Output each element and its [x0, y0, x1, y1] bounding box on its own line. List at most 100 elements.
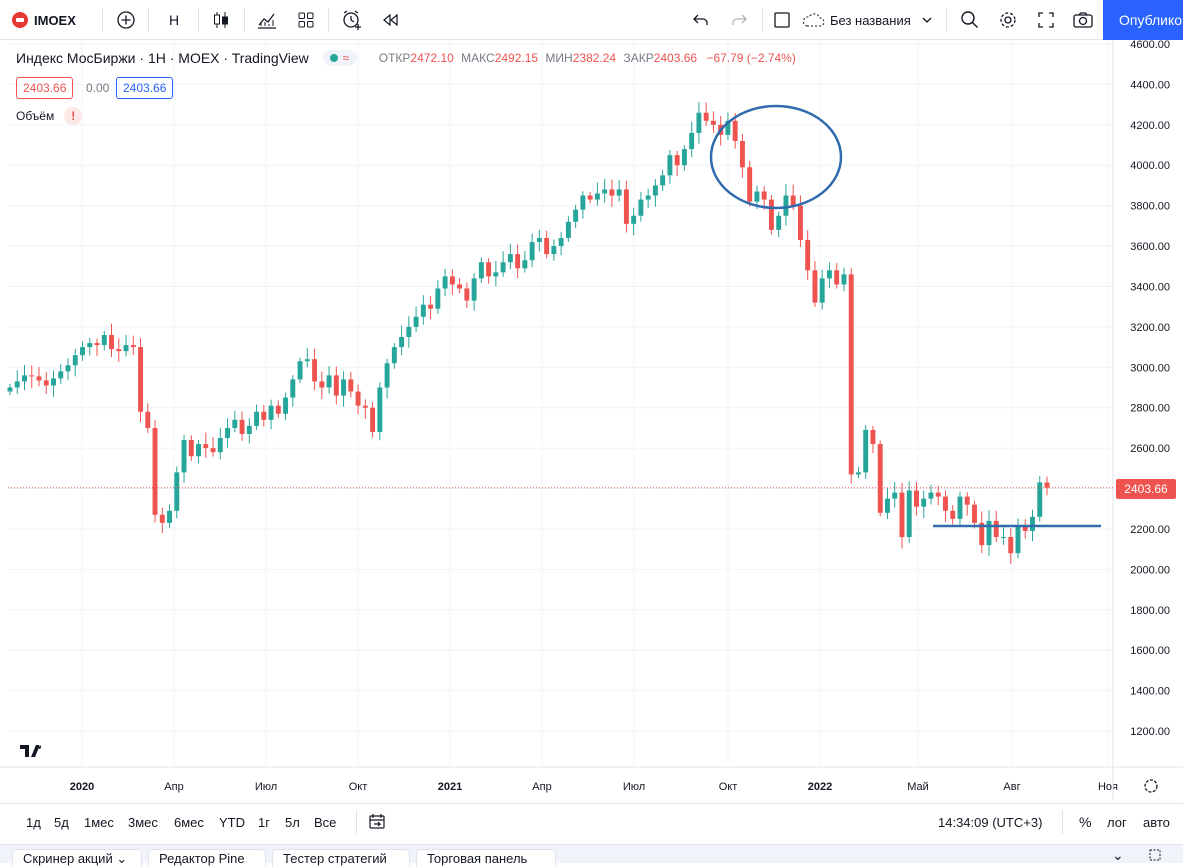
- annotation-ellipse[interactable]: [709, 104, 843, 210]
- candle-body: [972, 504, 977, 523]
- y-tick-label: 1600.00: [1130, 645, 1170, 657]
- range-button-2[interactable]: 1мес: [84, 814, 114, 830]
- redo-icon: [732, 14, 747, 25]
- panel-tab-trading-panel[interactable]: Торговая панель: [416, 849, 556, 867]
- panel-collapse-button[interactable]: ⌄: [1112, 847, 1124, 863]
- indicators-button[interactable]: [252, 0, 282, 40]
- snapshot-button[interactable]: [1068, 0, 1098, 40]
- toolbar-divider: [1062, 810, 1063, 834]
- candle-body: [950, 510, 956, 519]
- y-tick-label: 1200.00: [1130, 726, 1170, 738]
- percent-scale-toggle[interactable]: %: [1079, 804, 1091, 840]
- panel-maximize-button[interactable]: [1148, 847, 1162, 863]
- candle-body: [449, 276, 455, 285]
- range-button-0[interactable]: 1д: [26, 814, 41, 830]
- compare-symbol-button[interactable]: [112, 0, 140, 40]
- candle-body: [486, 262, 492, 277]
- spread-value: 0.00: [86, 77, 109, 99]
- candle-body: [304, 359, 310, 362]
- layout-name-button[interactable]: Без названия: [800, 0, 942, 40]
- square-icon: [774, 12, 790, 28]
- candle-body: [768, 199, 774, 230]
- ask-price-box[interactable]: 2403.66: [116, 77, 174, 99]
- volume-legend[interactable]: Объём !: [16, 107, 83, 125]
- layout-select-button[interactable]: [770, 0, 794, 40]
- candle-body: [507, 254, 513, 263]
- volume-label: Объём: [16, 109, 55, 123]
- fullscreen-icon: [1038, 12, 1054, 28]
- goto-date-button[interactable]: [368, 804, 390, 840]
- tradingview-logo-icon: [20, 745, 41, 757]
- clock-time[interactable]: 14:34:09 (UTC+3): [938, 804, 1042, 840]
- settings-button[interactable]: [994, 0, 1022, 40]
- chart-type-button[interactable]: [206, 0, 236, 40]
- candle-body: [225, 427, 231, 439]
- candle-body: [319, 381, 325, 388]
- range-button-4[interactable]: 6мес: [174, 814, 204, 830]
- log-scale-toggle[interactable]: лог: [1107, 804, 1127, 840]
- candle-body: [558, 237, 564, 247]
- range-button-6[interactable]: 1г: [258, 814, 270, 830]
- range-button-8[interactable]: Все: [314, 814, 337, 830]
- range-button-1[interactable]: 5д: [54, 814, 69, 830]
- candle-body: [529, 242, 535, 261]
- candle-body: [652, 185, 658, 196]
- range-button-3[interactable]: 3мес: [128, 814, 158, 830]
- candle-body: [181, 440, 187, 473]
- toolbar-divider: [102, 8, 103, 32]
- price-chart[interactable]: 4600.00 4400.00 4200.00 4000.00 3800.00 3600.…: [0, 40, 1183, 800]
- y-tick-label: 4400.00: [1130, 79, 1170, 91]
- candle-body: [341, 379, 347, 396]
- candle-body: [819, 278, 825, 303]
- candle-body: [906, 490, 912, 538]
- fullscreen-button[interactable]: [1032, 0, 1060, 40]
- panel-tab-screener[interactable]: Скринер акций ⌄: [12, 849, 142, 867]
- candle-body: [935, 492, 941, 497]
- y-tick-label: 3000.00: [1130, 362, 1170, 374]
- range-button-5[interactable]: YTD: [219, 814, 245, 830]
- candle-body: [275, 405, 281, 414]
- interval-button[interactable]: H: [158, 0, 190, 40]
- axis-settings-gear-icon[interactable]: [1144, 779, 1158, 793]
- candle-body: [1022, 526, 1028, 531]
- replay-button[interactable]: [376, 0, 404, 40]
- tradingview-logo[interactable]: [16, 737, 48, 765]
- panel-tab-strategy-tester[interactable]: Тестер стратегий: [272, 849, 410, 867]
- undo-button[interactable]: [688, 0, 714, 40]
- candle-body: [580, 195, 586, 210]
- warning-icon[interactable]: !: [64, 107, 83, 125]
- percent-label: %: [1079, 814, 1092, 830]
- last-price-text: 2403.66: [1124, 482, 1168, 496]
- symbol-search-button[interactable]: IMOEX: [12, 0, 92, 40]
- candle-body: [159, 514, 165, 523]
- range-button-7[interactable]: 5л: [285, 814, 300, 830]
- legend-title[interactable]: Индекс МосБиржи · 1Н · MOEX · TradingVie…: [16, 50, 309, 66]
- y-tick-label: 3200.00: [1130, 322, 1170, 334]
- candle-body: [870, 429, 876, 445]
- candle-body: [536, 237, 542, 243]
- market-status-badge[interactable]: ≈: [322, 50, 357, 66]
- candle-body: [1030, 516, 1035, 531]
- candle-body: [239, 419, 245, 434]
- candle-body: [65, 365, 71, 372]
- templates-button[interactable]: [292, 0, 320, 40]
- candle-body: [442, 276, 448, 289]
- bid-price-box[interactable]: 2403.66: [16, 77, 74, 99]
- y-tick-label: 4600.00: [1130, 40, 1170, 51]
- candle-body: [297, 361, 303, 380]
- publish-button[interactable]: Опублико: [1103, 0, 1183, 40]
- chart-area[interactable]: 4600.00 4400.00 4200.00 4000.00 3800.00 3600.…: [0, 40, 1183, 800]
- alert-button[interactable]: [336, 0, 368, 40]
- candle-body: [290, 379, 296, 398]
- symbol-label: IMOEX: [34, 12, 76, 28]
- candle-body: [232, 419, 238, 428]
- candle-body: [631, 215, 637, 224]
- redo-button[interactable]: [726, 0, 752, 40]
- candle-body: [246, 425, 252, 434]
- candle-body: [710, 120, 716, 125]
- search-button[interactable]: [956, 0, 984, 40]
- panel-tab-pine-editor[interactable]: Редактор Pine: [148, 849, 266, 867]
- candle-body: [739, 140, 745, 168]
- auto-scale-toggle[interactable]: авто: [1143, 804, 1170, 840]
- low-value: 2382.24: [572, 51, 617, 65]
